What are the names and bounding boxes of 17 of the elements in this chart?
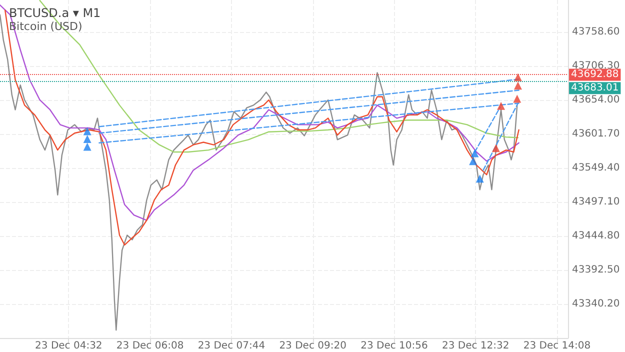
- x-tick-label: 23 Dec 14:08: [523, 340, 591, 352]
- x-tick-label: 23 Dec 07:44: [198, 340, 266, 352]
- y-tick-label: 43340.20: [572, 298, 620, 310]
- y-tick-label: 43549.40: [572, 162, 620, 174]
- x-tick-label: 23 Dec 09:20: [279, 340, 346, 352]
- y-tick-label: 43392.50: [572, 264, 620, 276]
- y-tick-label: 43758.60: [572, 26, 620, 38]
- x-tick-label: 23 Dec 04:32: [35, 340, 102, 352]
- ref-line-label: 43683.01: [571, 82, 619, 94]
- x-tick-label: 23 Dec 06:08: [116, 340, 184, 352]
- ref-line-label: 43692.88: [571, 69, 619, 80]
- x-tick-label: 23 Dec 12:32: [442, 340, 510, 352]
- y-tick-label: 43497.10: [572, 196, 620, 208]
- x-tick-label: 23 Dec 10:56: [360, 340, 428, 352]
- y-tick-label: 43444.80: [572, 230, 620, 242]
- y-tick-label: 43654.00: [572, 94, 620, 106]
- y-tick-label: 43601.70: [572, 128, 620, 140]
